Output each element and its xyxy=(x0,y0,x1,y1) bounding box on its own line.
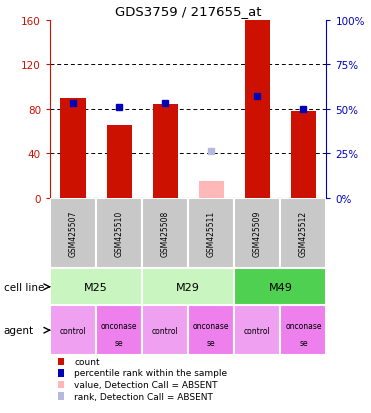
Text: control: control xyxy=(60,326,86,335)
Text: se: se xyxy=(115,338,124,347)
Text: onconase: onconase xyxy=(101,321,137,330)
Text: M25: M25 xyxy=(84,282,108,292)
Text: onconase: onconase xyxy=(193,321,230,330)
Bar xyxy=(245,21,270,198)
Bar xyxy=(280,306,326,355)
Bar xyxy=(152,105,178,198)
Bar xyxy=(96,306,142,355)
Bar xyxy=(198,182,224,198)
Bar xyxy=(50,306,96,355)
Text: GSM425512: GSM425512 xyxy=(299,210,308,256)
Text: GSM425511: GSM425511 xyxy=(207,210,216,256)
Text: cell line: cell line xyxy=(4,282,44,292)
Text: control: control xyxy=(244,326,271,335)
Bar xyxy=(142,306,188,355)
Text: GSM425508: GSM425508 xyxy=(161,210,170,256)
Bar xyxy=(50,268,142,306)
Text: se: se xyxy=(299,338,308,347)
Bar xyxy=(291,112,316,198)
Text: value, Detection Call = ABSENT: value, Detection Call = ABSENT xyxy=(74,380,218,389)
Bar xyxy=(106,126,132,198)
Text: GSM425507: GSM425507 xyxy=(69,210,78,256)
Text: count: count xyxy=(74,357,100,366)
Bar xyxy=(234,306,280,355)
Text: rank, Detection Call = ABSENT: rank, Detection Call = ABSENT xyxy=(74,392,213,401)
Text: percentile rank within the sample: percentile rank within the sample xyxy=(74,368,227,377)
Bar xyxy=(60,98,86,198)
Text: M49: M49 xyxy=(269,282,292,292)
Text: GSM425509: GSM425509 xyxy=(253,210,262,256)
Bar xyxy=(280,198,326,268)
Text: onconase: onconase xyxy=(285,321,322,330)
Text: GSM425510: GSM425510 xyxy=(115,210,124,256)
Title: GDS3759 / 217655_at: GDS3759 / 217655_at xyxy=(115,5,262,18)
Bar xyxy=(142,198,188,268)
Bar xyxy=(234,268,326,306)
Text: se: se xyxy=(207,338,216,347)
Bar xyxy=(96,198,142,268)
Bar xyxy=(188,306,234,355)
Bar xyxy=(234,198,280,268)
Text: M29: M29 xyxy=(176,282,200,292)
Text: agent: agent xyxy=(4,325,34,335)
Text: control: control xyxy=(152,326,178,335)
Bar xyxy=(188,198,234,268)
Bar xyxy=(142,268,234,306)
Bar xyxy=(50,198,96,268)
